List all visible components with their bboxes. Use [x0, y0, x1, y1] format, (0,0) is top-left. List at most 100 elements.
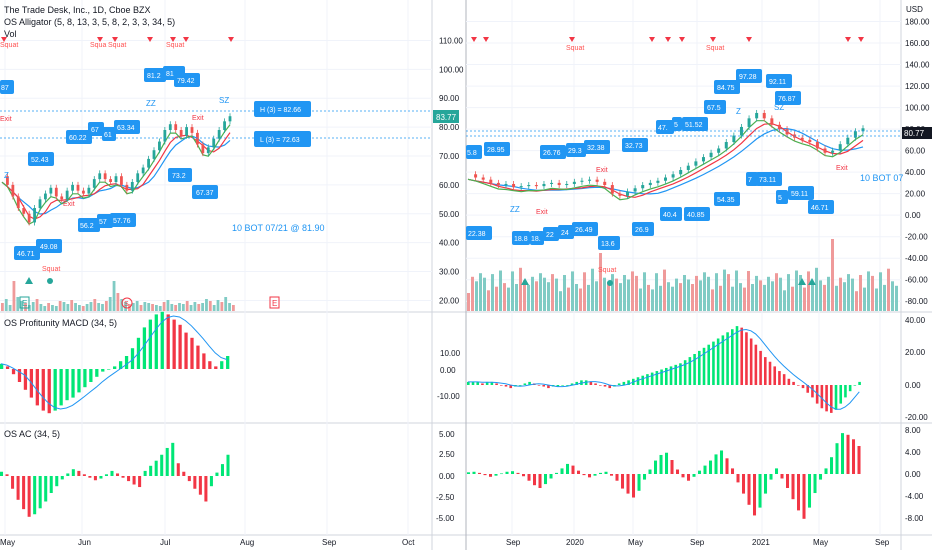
right-ac-tick: 8.00 — [905, 426, 921, 435]
histogram-bar — [77, 369, 81, 393]
volume-bar — [847, 274, 850, 311]
histogram-bar — [643, 474, 647, 480]
volume-bar — [791, 286, 794, 311]
volume-bar — [116, 293, 120, 311]
volume-bar — [715, 273, 718, 311]
left-z-marker: Z — [4, 171, 9, 180]
right-time-axis: Sep 2020 May Sep 2021 May Sep — [506, 538, 890, 547]
candle — [196, 132, 199, 145]
histogram-bar — [834, 385, 838, 410]
histogram-bar — [93, 476, 97, 481]
candle — [201, 144, 205, 154]
histogram-bar — [166, 314, 170, 369]
histogram-bar — [637, 474, 641, 491]
left-chart: The Trade Desk, Inc., 1D, Cboe BZX OS Al… — [0, 5, 464, 547]
candle — [823, 148, 827, 153]
volume-bar — [859, 275, 862, 311]
histogram-bar — [608, 385, 612, 389]
left-plabel-box — [66, 130, 92, 144]
volume-bar — [835, 285, 838, 311]
volume-bar — [193, 302, 197, 311]
candle — [130, 182, 134, 191]
volume-bar — [519, 267, 522, 311]
candle — [800, 137, 804, 140]
volume-bar — [124, 302, 127, 311]
volume-bar — [185, 301, 189, 311]
right-currency-label: USD — [906, 5, 923, 14]
volume-bar — [531, 276, 534, 311]
histogram-bar — [71, 369, 75, 398]
candle — [732, 135, 736, 143]
histogram-bar — [127, 476, 131, 482]
volume-bar — [495, 286, 498, 311]
right-volume-bars — [467, 239, 898, 311]
histogram-bar — [599, 472, 603, 474]
right-plabel-box — [530, 231, 544, 245]
volume-bar — [895, 285, 898, 311]
right-plabel-box — [684, 207, 710, 221]
candle — [109, 179, 112, 182]
candle — [580, 180, 584, 182]
volume-bar — [875, 288, 878, 311]
histogram-bar — [65, 369, 69, 401]
candle — [206, 147, 210, 154]
squat-triangle — [649, 37, 655, 42]
candle — [87, 187, 91, 194]
histogram-bar — [226, 454, 230, 476]
volume-bar — [112, 281, 116, 311]
left-macd-scale: 10.00 0.00 -10.00 — [437, 349, 461, 401]
right-macd-tick: -20.00 — [905, 413, 928, 422]
volume-bar — [547, 282, 550, 311]
ac-tick: 2.50 — [439, 450, 455, 459]
right-plabel: 32.73 — [625, 143, 643, 150]
histogram-bar — [560, 468, 564, 474]
volume-bar — [887, 268, 890, 311]
histogram-bar — [632, 474, 636, 498]
right-plabel: 76.87 — [778, 96, 796, 103]
histogram-bar — [178, 324, 182, 369]
right-plabel-box — [584, 140, 610, 154]
right-plabel-box — [543, 227, 559, 241]
candle — [671, 174, 675, 178]
left-last-price: 83.77 — [436, 113, 457, 122]
volume-bar — [623, 275, 626, 311]
volume-bar — [639, 288, 642, 311]
left-time-axis: May Jun Jul Aug Sep Oct — [0, 538, 415, 547]
histogram-bar — [622, 381, 626, 385]
left-plabel: 46.71 — [17, 251, 35, 258]
right-last-price-tag — [902, 127, 932, 139]
candle — [16, 196, 20, 208]
left-plabel: 67 — [91, 127, 99, 134]
right-plabel-box — [512, 231, 530, 245]
candle — [648, 182, 652, 186]
histogram-bar — [627, 380, 630, 385]
histogram-bar — [615, 474, 619, 481]
right-plabel-box — [714, 80, 740, 94]
histogram-bar — [214, 366, 218, 369]
candle — [527, 185, 531, 187]
candle — [694, 161, 698, 166]
right-plabel-box — [566, 143, 586, 157]
volume-bar — [759, 280, 762, 311]
volume-bar — [108, 297, 112, 311]
histogram-bar — [476, 381, 480, 385]
histogram-bar — [797, 474, 801, 511]
histogram-bar — [792, 381, 795, 385]
right-x-tick: Sep — [875, 538, 890, 547]
left-squat-marker: Squat — [0, 42, 18, 49]
squat-triangle — [665, 37, 671, 42]
histogram-bar — [782, 374, 786, 385]
right-macd-tick: 40.00 — [905, 316, 926, 325]
left-ac-scale: 5.00 2.50 0.00 -2.50 -5.00 — [436, 430, 455, 523]
volume-bar — [831, 239, 834, 311]
volume-bar — [85, 304, 89, 311]
candle — [512, 183, 516, 188]
right-bot-note: 10 BOT 07 — [860, 173, 903, 183]
right-plabel: 26.49 — [575, 227, 593, 234]
histogram-bar — [636, 377, 640, 385]
histogram-bar — [187, 476, 191, 482]
histogram-bar — [674, 364, 678, 385]
histogram-bar — [99, 476, 103, 479]
volume-bar — [615, 278, 618, 311]
left-plabel-box — [36, 239, 62, 253]
